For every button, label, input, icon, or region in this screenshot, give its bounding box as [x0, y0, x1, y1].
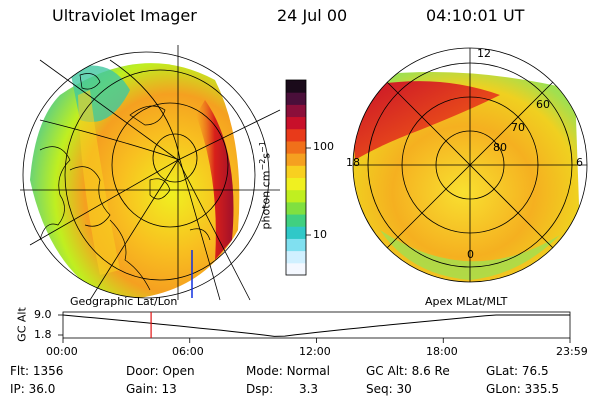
mlt-label-0: 0: [467, 248, 474, 261]
colorbar-swatch: [286, 92, 306, 105]
info-ip: IP: 36.0: [10, 382, 56, 396]
colorbar-tick-100: 100: [313, 140, 334, 153]
time-label: 04:10:01 UT: [426, 6, 525, 25]
timeline-xtick-1800: 18:00: [426, 345, 458, 358]
mlt-label-6: 6: [576, 156, 583, 169]
colorbar-swatch: [286, 226, 306, 239]
mlt-label-12: 12: [477, 47, 491, 60]
info-dsp: Dsp: 3.3: [246, 382, 319, 396]
left-map-caption: Geographic Lat/Lon: [70, 295, 178, 308]
info-flt: Flt: 1356: [10, 364, 64, 378]
timeline-xtick-0000: 00:00: [46, 345, 78, 358]
right-polar-map: [352, 47, 588, 283]
info-mode: Mode: Normal: [246, 364, 330, 378]
timeline-ytick-9: 9.0: [34, 308, 52, 321]
timeline-plot: [58, 311, 571, 343]
right-map-caption: Apex MLat/MLT: [425, 295, 508, 308]
colorbar-swatch: [286, 214, 306, 227]
colorbar-swatch: [286, 153, 306, 166]
colorbar-swatch: [286, 177, 306, 191]
info-glon: GLon: 335.5: [486, 382, 559, 396]
colorbar-tick-10: 10: [313, 228, 327, 241]
timeline-axis-label: GC Alt: [15, 307, 29, 342]
info-gain: Gain: 13: [126, 382, 177, 396]
info-seq: Seq: 30: [366, 382, 412, 396]
mlat-label-70: 70: [511, 121, 525, 134]
colorbar-swatch: [286, 250, 306, 264]
timeline-xtick-0600: 06:00: [172, 345, 204, 358]
date-label: 24 Jul 00: [277, 6, 348, 25]
color-scale-bar: [285, 79, 311, 276]
mlat-label-80: 80: [493, 141, 507, 154]
colorbar-unit-label: photon cm−2s−1: [257, 141, 273, 230]
colorbar-swatch: [286, 262, 306, 276]
info-gc-alt: GC Alt: 8.6 Re: [366, 364, 450, 378]
timeline-xtick-1200: 12:00: [299, 345, 331, 358]
colorbar-swatch: [286, 140, 306, 154]
left-globe-map: [20, 45, 281, 301]
info-glat: GLat: 76.5: [486, 364, 549, 378]
mlt-label-18: 18: [346, 156, 360, 169]
colorbar-swatch: [286, 104, 306, 118]
colorbar-swatch: [286, 201, 306, 215]
timeline-ytick-1-8: 1.8: [34, 328, 52, 341]
colorbar-swatch: [286, 128, 306, 142]
colorbar-swatch: [286, 238, 306, 252]
timeline-xtick-2359: 23:59: [556, 345, 588, 358]
colorbar-swatch: [286, 116, 306, 130]
colorbar-swatch: [286, 165, 306, 178]
mlat-label-60: 60: [536, 98, 550, 111]
colorbar-swatch: [286, 80, 306, 93]
info-door: Door: Open: [126, 364, 195, 378]
colorbar-swatch: [286, 189, 306, 203]
instrument-title: Ultraviolet Imager: [52, 6, 197, 25]
